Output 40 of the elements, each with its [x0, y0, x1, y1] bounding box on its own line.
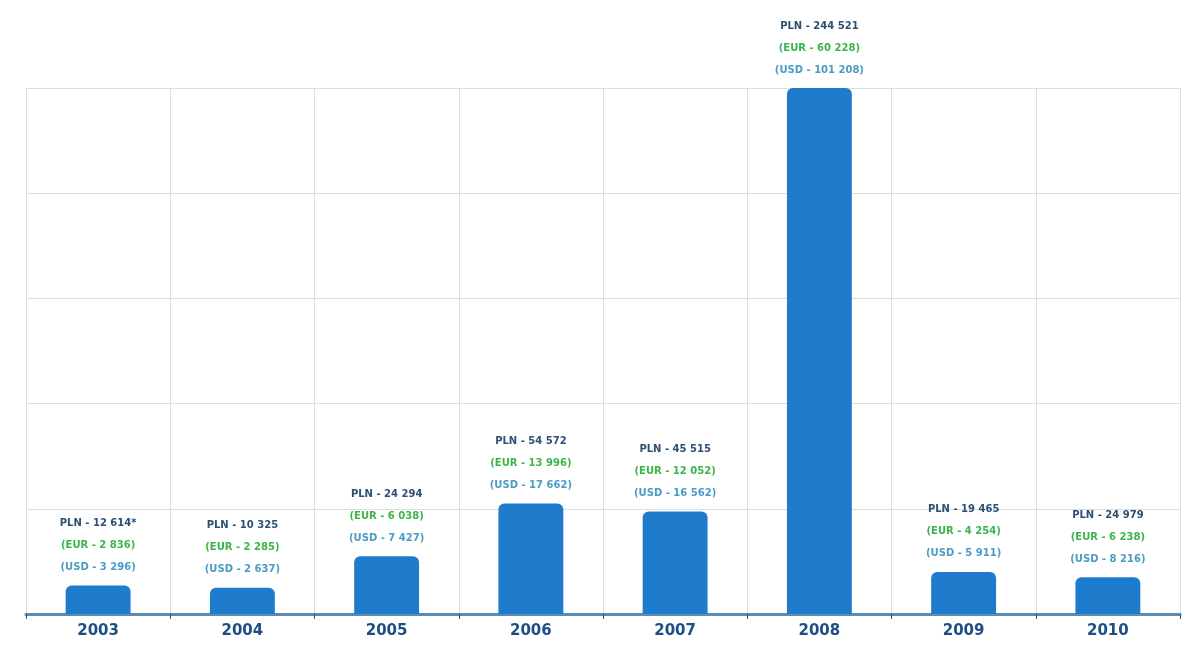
- annotation: (USD - 5 911): [926, 547, 1002, 559]
- bar: [931, 571, 997, 614]
- x-tick-label: 2008: [798, 620, 841, 639]
- annotation: PLN - 10 325: [206, 519, 279, 531]
- bar: [354, 556, 420, 614]
- bar: [209, 587, 275, 614]
- annotation: PLN - 24 979: [1072, 508, 1144, 520]
- x-tick-label: 2004: [221, 620, 264, 639]
- annotation: PLN - 54 572: [495, 435, 567, 447]
- bar: [65, 585, 131, 614]
- annotation: (USD - 17 662): [489, 479, 572, 491]
- annotation: PLN - 19 465: [927, 503, 1000, 515]
- annotation: (EUR - 12 052): [634, 464, 716, 476]
- annotation: (EUR - 6 038): [349, 509, 424, 521]
- annotation: (USD - 8 216): [1070, 552, 1146, 564]
- annotation: PLN - 12 614*: [59, 517, 138, 529]
- bar: [1075, 577, 1141, 614]
- annotation: PLN - 45 515: [639, 442, 711, 454]
- text: (EUR - 60 228): [778, 41, 860, 53]
- annotation: (EUR - 4 254): [926, 525, 1001, 537]
- annotation: (EUR - 2 836): [61, 539, 136, 551]
- annotation: (USD - 7 427): [349, 531, 425, 543]
- annotation: (USD - 3 296): [60, 561, 136, 573]
- x-tick-label: 2010: [1087, 620, 1129, 639]
- annotation: PLN - 24 294: [350, 487, 423, 499]
- x-tick-label: 2007: [654, 620, 696, 639]
- annotation: (USD - 2 637): [204, 563, 280, 575]
- bar: [642, 511, 708, 614]
- bar: [498, 503, 564, 614]
- text: (USD - 101 208): [774, 63, 864, 75]
- text: PLN - 244 521: [780, 19, 859, 31]
- bar: [786, 88, 852, 614]
- x-tick-label: 2009: [942, 620, 985, 639]
- annotation: (EUR - 13 996): [490, 457, 572, 469]
- x-tick-label: 2005: [365, 620, 408, 639]
- annotation: (EUR - 2 285): [205, 541, 280, 553]
- x-tick-label: 2003: [77, 620, 119, 639]
- annotation: (USD - 16 562): [634, 486, 717, 498]
- annotation: (EUR - 6 238): [1070, 530, 1145, 542]
- x-tick-label: 2006: [510, 620, 552, 639]
